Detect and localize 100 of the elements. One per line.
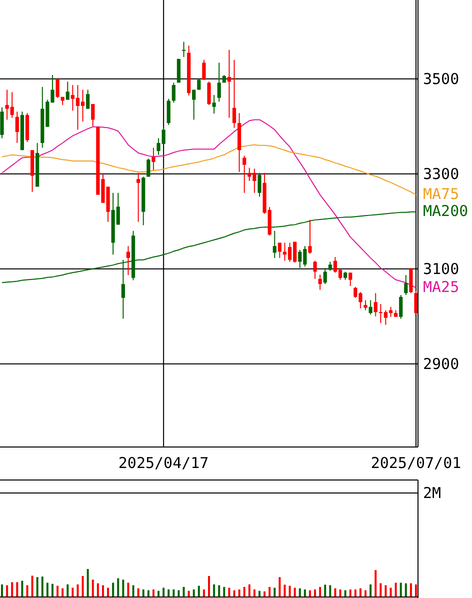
candlestick [374,292,378,317]
bar [404,583,407,597]
bar [339,589,342,597]
bar [51,584,54,597]
bar [107,588,110,597]
bar [278,577,281,597]
bar [132,585,134,597]
candlestick [212,94,216,114]
bar [258,590,260,597]
candlestick [56,77,60,98]
series-label: MA25 [423,278,460,296]
candlestick [146,158,150,178]
candlestick [404,274,408,296]
bar [1,584,3,597]
bar [122,580,124,597]
bar [390,588,392,597]
bar [274,588,276,597]
candlestick [348,272,352,286]
y-tick-label: 2900 [423,354,460,373]
bar [243,586,246,597]
bar [198,586,200,597]
candlestick [207,81,211,106]
candlestick [182,41,186,58]
bar [298,588,301,597]
bar [76,584,79,597]
candlestick [409,267,413,294]
candlestick [227,49,231,118]
candlestick [414,290,418,314]
bar [56,586,59,597]
bar [41,576,44,597]
bar [117,578,120,597]
bar [21,580,24,597]
bar [16,582,18,597]
bar [374,570,377,597]
y-tick-label: 3300 [423,164,460,183]
bar [400,582,402,597]
bar [96,583,99,597]
y-tick-label: 3100 [423,260,460,278]
candlestick [217,62,221,102]
x-tick-label: 2025/04/17 [118,454,209,472]
bar [410,583,412,597]
candlestick [126,246,130,276]
bar [238,589,240,597]
bar [192,589,195,597]
bar [11,582,14,597]
bar [319,586,322,597]
bar [334,588,336,597]
candlestick [328,261,332,272]
candlestick [136,172,140,222]
bar [314,589,316,597]
candlestick [166,98,170,126]
bar [202,589,205,597]
bar [208,576,210,597]
y-tick-label: 3500 [423,70,460,88]
bar [218,585,220,597]
bar [380,583,382,597]
candlestick [172,82,176,104]
candlestick [15,111,19,144]
candlestick [152,147,156,171]
bar [228,588,230,597]
bar [82,576,84,597]
bar [6,585,8,597]
bar [36,577,38,597]
candlestick [313,260,317,280]
bar [248,584,250,597]
bar [137,588,140,597]
bar [384,585,387,597]
bar [112,582,114,597]
bar [294,588,296,597]
candlestick [323,267,327,285]
candlestick [91,104,95,127]
candlestick [86,89,90,110]
bar [162,588,165,597]
series-label: MA75 [423,184,460,203]
candlestick [258,172,262,198]
bar [415,584,417,597]
bar [223,586,226,597]
bar [288,586,291,597]
bar [324,584,326,597]
bar [349,589,352,597]
candlestick [192,89,196,120]
candlestick [308,219,312,254]
bar [26,585,28,597]
candlestick [318,274,322,290]
bar [142,589,144,597]
candlestick [66,81,70,100]
bar [182,586,185,597]
line-series [2,144,416,196]
bar [284,584,286,597]
candlestick [368,300,372,315]
bar [72,588,74,597]
bar [66,584,69,597]
candlestick [232,59,236,128]
bar [354,589,356,597]
bar [172,589,175,597]
candlestick [202,59,206,80]
bar [152,589,154,597]
bar [370,584,372,597]
bar [127,582,130,597]
candlestick [399,294,403,320]
